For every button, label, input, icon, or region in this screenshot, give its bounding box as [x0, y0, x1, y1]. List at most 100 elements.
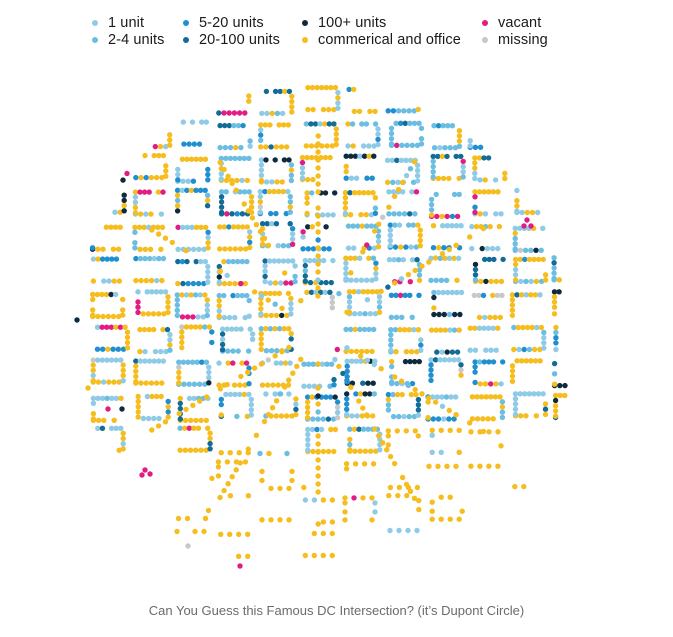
map-dot-commercial: [124, 339, 131, 346]
map-dot-commercial: [398, 244, 404, 250]
map-dot-commercial: [182, 447, 188, 453]
map-dot-commercial: [242, 280, 248, 287]
map-dot-one: [272, 391, 278, 397]
map-dot-commercial: [315, 269, 321, 275]
map-dot-commercial: [159, 224, 166, 230]
map-dot-five20: [89, 245, 96, 251]
map-dot-one: [437, 145, 443, 151]
map-dot-twenty100: [454, 349, 461, 355]
map-dot-commercial: [472, 160, 478, 166]
map-dot-commercial: [273, 144, 279, 150]
map-dot-one: [224, 272, 230, 279]
map-dot-one: [269, 179, 275, 185]
map-dot-two4: [235, 348, 241, 354]
map-dot-one: [300, 234, 306, 240]
map-dot-commercial: [217, 246, 223, 252]
map-dot-commercial: [551, 311, 558, 317]
map-dot-one: [275, 243, 281, 249]
map-dot-two4: [418, 136, 425, 142]
map-dot-five20: [472, 379, 478, 386]
map-dot-commercial: [376, 221, 382, 227]
map-dot-missing: [476, 292, 482, 299]
map-dot-commercial: [352, 326, 358, 333]
map-dot-twenty100: [542, 406, 549, 412]
map-dot-commercial: [140, 311, 146, 317]
map-dot-five20: [428, 377, 434, 384]
map-dot-one: [372, 509, 378, 515]
map-dot-one: [247, 229, 253, 235]
map-dot-hundred: [174, 208, 181, 214]
map-dot-twenty100: [302, 273, 308, 279]
map-dot-commercial: [279, 305, 285, 311]
map-dot-commercial: [288, 295, 294, 302]
map-dot-one: [248, 412, 254, 418]
map-dot-two4: [401, 108, 407, 114]
map-dot-commercial: [258, 300, 264, 307]
map-dot-commercial: [408, 391, 415, 398]
map-dot-one: [335, 89, 341, 96]
map-dot-two4: [499, 399, 506, 405]
map-dot-commercial: [289, 98, 295, 105]
map-dot-commercial: [509, 302, 516, 308]
map-dot-two4: [428, 196, 435, 203]
map-dot-one: [387, 237, 393, 244]
map-dot-commercial: [187, 447, 194, 453]
map-dot-two4: [363, 121, 370, 127]
map-dot-commercial: [198, 224, 204, 230]
map-dot-two4: [371, 326, 377, 333]
map-dot-two4: [433, 191, 439, 198]
map-dot-five20: [416, 292, 422, 298]
map-dot-one: [154, 277, 160, 284]
map-dot-five20: [477, 144, 484, 150]
map-dot-twenty100: [239, 211, 246, 217]
map-dot-two4: [388, 327, 394, 333]
map-dot-missing: [329, 305, 335, 311]
map-dot-one: [349, 413, 355, 419]
map-dot-commercial: [384, 447, 390, 453]
map-dot-twenty100: [207, 440, 213, 447]
map-dot-twenty100: [326, 121, 332, 127]
map-dot-commercial: [416, 506, 422, 513]
map-dot-commercial: [415, 327, 422, 333]
map-dot-commercial: [451, 255, 457, 261]
map-dot-twenty100: [482, 256, 488, 263]
map-dot-two4: [443, 394, 450, 400]
map-dot-commercial: [223, 177, 230, 184]
map-dot-commercial: [229, 180, 235, 186]
map-dot-two4: [438, 277, 445, 283]
map-dot-five20: [446, 416, 452, 422]
map-dot-one: [321, 257, 327, 264]
map-dot-commercial: [557, 392, 563, 399]
map-dot-five20: [387, 222, 393, 228]
map-dot-commercial: [551, 304, 558, 310]
map-dot-two4: [257, 450, 263, 457]
map-dot-twenty100: [331, 121, 337, 127]
map-dot-one: [318, 426, 325, 433]
map-dot-commercial: [362, 448, 369, 454]
map-dot-one: [353, 358, 360, 364]
map-dot-two4: [388, 136, 395, 142]
map-dot-one: [180, 119, 186, 125]
map-dot-one: [162, 289, 169, 295]
map-dot-commercial: [532, 292, 539, 298]
map-dot-two4: [416, 120, 422, 127]
map-dot-vacant: [243, 360, 250, 366]
map-dot-one: [160, 358, 167, 364]
map-dot-two4: [428, 207, 435, 213]
map-dot-commercial: [284, 413, 290, 419]
map-dot-commercial: [453, 463, 459, 469]
map-dot-commercial: [148, 174, 155, 181]
map-dot-commercial: [315, 293, 321, 299]
map-dot-commercial: [308, 143, 315, 149]
map-dot-commercial: [116, 278, 123, 284]
map-dot-one: [414, 167, 421, 174]
map-dot-commercial: [428, 212, 435, 218]
map-dot-one: [216, 308, 222, 314]
map-dot-one: [104, 357, 110, 363]
map-dot-one: [175, 166, 181, 173]
map-dot-commercial: [480, 428, 487, 435]
map-dot-vacant: [488, 381, 494, 387]
map-dot-commercial: [258, 306, 264, 312]
map-dot-commercial: [227, 450, 233, 456]
map-dot-one: [409, 189, 415, 195]
